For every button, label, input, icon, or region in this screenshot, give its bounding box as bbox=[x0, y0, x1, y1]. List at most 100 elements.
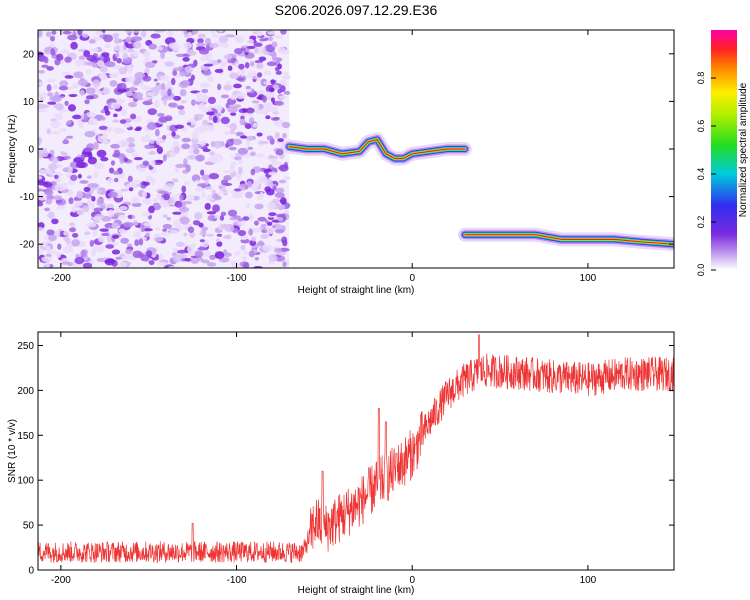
noise-blob bbox=[38, 175, 43, 180]
noise-blob bbox=[234, 251, 241, 256]
noise-blob bbox=[206, 262, 217, 267]
noise-blob bbox=[272, 198, 280, 203]
noise-blob bbox=[143, 222, 152, 227]
noise-blob bbox=[47, 211, 55, 219]
snr-y-tick-label: 150 bbox=[17, 431, 34, 442]
noise-blob bbox=[192, 133, 200, 140]
noise-blob bbox=[218, 257, 230, 263]
noise-blob bbox=[146, 119, 153, 123]
noise-blob bbox=[115, 207, 120, 213]
noise-blob bbox=[180, 100, 187, 104]
noise-blob bbox=[68, 179, 76, 186]
noise-blob bbox=[38, 137, 42, 145]
noise-blob bbox=[111, 222, 119, 229]
noise-blob bbox=[142, 211, 151, 217]
noise-blob bbox=[171, 178, 179, 183]
noise-blob bbox=[65, 135, 74, 139]
noise-blob bbox=[192, 30, 199, 35]
noise-blob bbox=[154, 128, 160, 137]
noise-blob bbox=[232, 215, 241, 219]
noise-blob bbox=[201, 174, 211, 181]
noise-blob bbox=[252, 76, 259, 80]
noise-blob bbox=[199, 82, 211, 88]
noise-blob bbox=[256, 30, 263, 37]
noise-blob bbox=[113, 113, 118, 118]
noise-blob bbox=[38, 202, 44, 207]
noise-blob bbox=[124, 30, 131, 33]
noise-blob bbox=[248, 213, 254, 221]
noise-blob bbox=[218, 30, 224, 33]
noise-blob bbox=[203, 63, 214, 67]
noise-blob bbox=[187, 244, 195, 253]
noise-blob bbox=[49, 149, 55, 156]
noise-blob bbox=[207, 76, 214, 83]
noise-blob bbox=[103, 34, 114, 43]
ridge-0-layer-6 bbox=[288, 138, 466, 160]
noise-blob bbox=[186, 30, 193, 33]
noise-blob bbox=[93, 207, 104, 212]
snr-x-tick-label: 100 bbox=[580, 575, 597, 586]
noise-blob bbox=[274, 131, 280, 140]
noise-blob bbox=[134, 239, 140, 247]
noise-blob bbox=[194, 187, 205, 192]
noise-blob bbox=[197, 33, 206, 39]
noise-blob bbox=[88, 39, 96, 44]
noise-blob bbox=[238, 112, 247, 117]
noise-blob bbox=[257, 90, 266, 95]
noise-blob bbox=[158, 190, 168, 194]
noise-blob bbox=[49, 35, 56, 42]
noise-blob bbox=[57, 243, 62, 250]
noise-blob bbox=[172, 70, 178, 76]
noise-blob bbox=[83, 114, 88, 122]
noise-blob bbox=[182, 212, 189, 217]
noise-blob bbox=[44, 261, 50, 268]
noise-blob bbox=[230, 161, 237, 166]
noise-blob bbox=[118, 228, 126, 234]
noise-blob bbox=[143, 50, 151, 59]
spectrogram-plot-area bbox=[38, 30, 674, 268]
noise-blob bbox=[194, 250, 204, 259]
noise-blob bbox=[245, 74, 254, 79]
noise-blob bbox=[100, 156, 109, 162]
noise-blob bbox=[93, 171, 99, 179]
noise-blob bbox=[200, 124, 206, 129]
noise-blob bbox=[110, 143, 121, 149]
noise-blob bbox=[58, 85, 69, 91]
noise-blob bbox=[127, 65, 134, 74]
noise-blob bbox=[38, 188, 44, 192]
spectrogram-x-tick-label: 0 bbox=[409, 273, 415, 284]
noise-blob bbox=[42, 168, 53, 174]
noise-blob bbox=[113, 45, 124, 52]
noise-blob bbox=[54, 112, 63, 121]
noise-blob bbox=[220, 211, 227, 216]
noise-blob bbox=[83, 147, 93, 153]
noise-blob bbox=[176, 241, 185, 247]
noise-blob bbox=[229, 122, 237, 131]
noise-blob bbox=[142, 75, 152, 82]
noise-blob bbox=[164, 115, 173, 122]
colorbar-gradient bbox=[711, 30, 737, 270]
noise-blob bbox=[84, 231, 91, 236]
noise-blob bbox=[78, 122, 84, 129]
noise-blob bbox=[266, 61, 277, 67]
noise-blob bbox=[116, 97, 122, 102]
noise-blob bbox=[93, 216, 102, 221]
noise-blob bbox=[206, 233, 214, 237]
noise-blob bbox=[165, 84, 170, 91]
noise-blob bbox=[59, 49, 70, 55]
noise-blob bbox=[44, 189, 54, 196]
noise-blob bbox=[274, 100, 285, 106]
noise-blob bbox=[272, 185, 277, 191]
snr-panel: -200 -100 0 100 0 50 100 150 200 250 Height of s… bbox=[7, 331, 675, 596]
noise-blob bbox=[128, 101, 138, 108]
noise-blob bbox=[195, 154, 205, 162]
noise-blob bbox=[243, 153, 251, 158]
noise-blob bbox=[96, 149, 107, 158]
noise-blob bbox=[128, 187, 134, 192]
noise-blob bbox=[199, 239, 205, 243]
noise-blob bbox=[53, 84, 59, 89]
noise-blob bbox=[223, 169, 233, 174]
noise-blob bbox=[135, 183, 141, 187]
noise-blob bbox=[193, 113, 205, 118]
noise-blob bbox=[99, 73, 108, 81]
